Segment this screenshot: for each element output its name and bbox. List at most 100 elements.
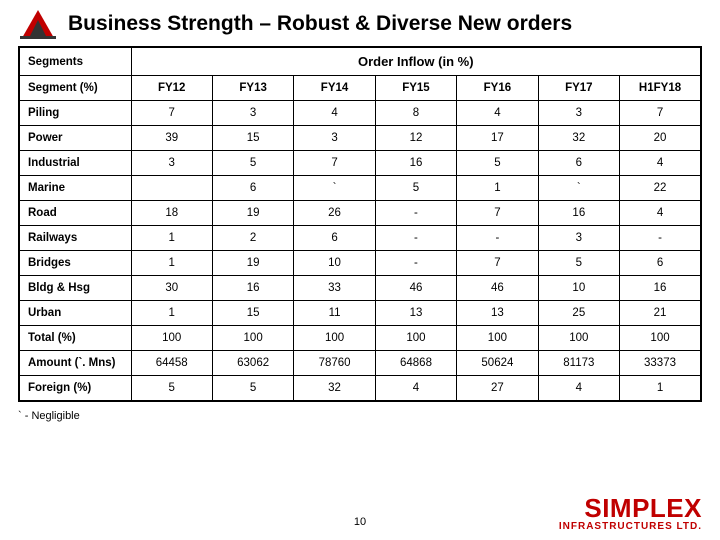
cell: 6 [620,251,701,276]
cell: 10 [538,276,619,301]
table-header-row-1: Segments Order Inflow (in %) [19,47,701,76]
cell: 7 [457,201,538,226]
cell: 13 [375,301,456,326]
footnote: ` - Negligible [18,410,702,422]
cell: 16 [212,276,293,301]
cell: 50624 [457,351,538,376]
segments-header: Segments [19,47,131,76]
row-label: Railways [19,226,131,251]
cell: 5 [212,376,293,402]
cell: - [375,226,456,251]
cell: 4 [375,376,456,402]
table-row: Amount (`. Mns)6445863062787606486850624… [19,351,701,376]
cell: 8 [375,101,456,126]
cell: 3 [131,151,212,176]
cell: 1 [131,301,212,326]
table-row: Piling7348437 [19,101,701,126]
cell: 5 [457,151,538,176]
cell: 11 [294,301,375,326]
col-header: FY15 [375,76,456,101]
cell: 100 [212,326,293,351]
cell: 6 [294,226,375,251]
cell: 15 [212,126,293,151]
row-label: Power [19,126,131,151]
cell: 16 [620,276,701,301]
cell: 21 [620,301,701,326]
cell: 17 [457,126,538,151]
cell: 7 [457,251,538,276]
cell: 5 [538,251,619,276]
row-label: Road [19,201,131,226]
cell: 78760 [294,351,375,376]
table-row: Urban1151113132521 [19,301,701,326]
cell: 19 [212,201,293,226]
cell: 19 [212,251,293,276]
cell: 3 [538,101,619,126]
table-row: Marine6`51`22 [19,176,701,201]
col-header: FY17 [538,76,619,101]
cell: 27 [457,376,538,402]
col-header: H1FY18 [620,76,701,101]
cell: 20 [620,126,701,151]
cell: 4 [294,101,375,126]
cell: 32 [538,126,619,151]
cell: 4 [457,101,538,126]
row-label: Amount (`. Mns) [19,351,131,376]
cell: 32 [294,376,375,402]
col-header: FY14 [294,76,375,101]
cell: 12 [375,126,456,151]
cell: 4 [620,151,701,176]
row-label: Foreign (%) [19,376,131,402]
table-row: Foreign (%)553242741 [19,376,701,402]
cell: 22 [620,176,701,201]
cell: 100 [131,326,212,351]
page-title: Business Strength – Robust & Diverse New… [68,12,572,36]
cell: 16 [375,151,456,176]
cell: 1 [620,376,701,402]
cell: 46 [375,276,456,301]
cell: 1 [131,251,212,276]
cell: - [375,251,456,276]
row-label: Bridges [19,251,131,276]
cell: 33 [294,276,375,301]
cell: 3 [212,101,293,126]
cell: 64868 [375,351,456,376]
row-label: Urban [19,301,131,326]
cell: 13 [457,301,538,326]
table-header-row-2: Segment (%) FY12 FY13 FY14 FY15 FY16 FY1… [19,76,701,101]
cell: - [457,226,538,251]
cell: 63062 [212,351,293,376]
cell: 3 [294,126,375,151]
cell: 1 [131,226,212,251]
cell: 100 [375,326,456,351]
cell: 64458 [131,351,212,376]
cell: 5 [131,376,212,402]
header: Business Strength – Robust & Diverse New… [18,8,702,40]
cell: 10 [294,251,375,276]
table-row: Power3915312173220 [19,126,701,151]
cell [131,176,212,201]
cell: 15 [212,301,293,326]
row-label: Industrial [19,151,131,176]
cell: 46 [457,276,538,301]
row-label: Piling [19,101,131,126]
cell: 81173 [538,351,619,376]
row-label: Bldg & Hsg [19,276,131,301]
cell: 2 [212,226,293,251]
cell: 5 [212,151,293,176]
order-inflow-table: Segments Order Inflow (in %) Segment (%)… [18,46,702,402]
inflow-header: Order Inflow (in %) [131,47,701,76]
cell: - [375,201,456,226]
cell: 6 [212,176,293,201]
col-header: FY13 [212,76,293,101]
cell: 39 [131,126,212,151]
table-row: Total (%)100100100100100100100 [19,326,701,351]
cell: 18 [131,201,212,226]
cell: 30 [131,276,212,301]
cell: 5 [375,176,456,201]
cell: ` [538,176,619,201]
brand-block: SIMPLEX INFRASTRUCTURES LTD. [559,496,702,532]
table-row: Bridges11910-756 [19,251,701,276]
col-header: FY12 [131,76,212,101]
col-header: FY16 [457,76,538,101]
